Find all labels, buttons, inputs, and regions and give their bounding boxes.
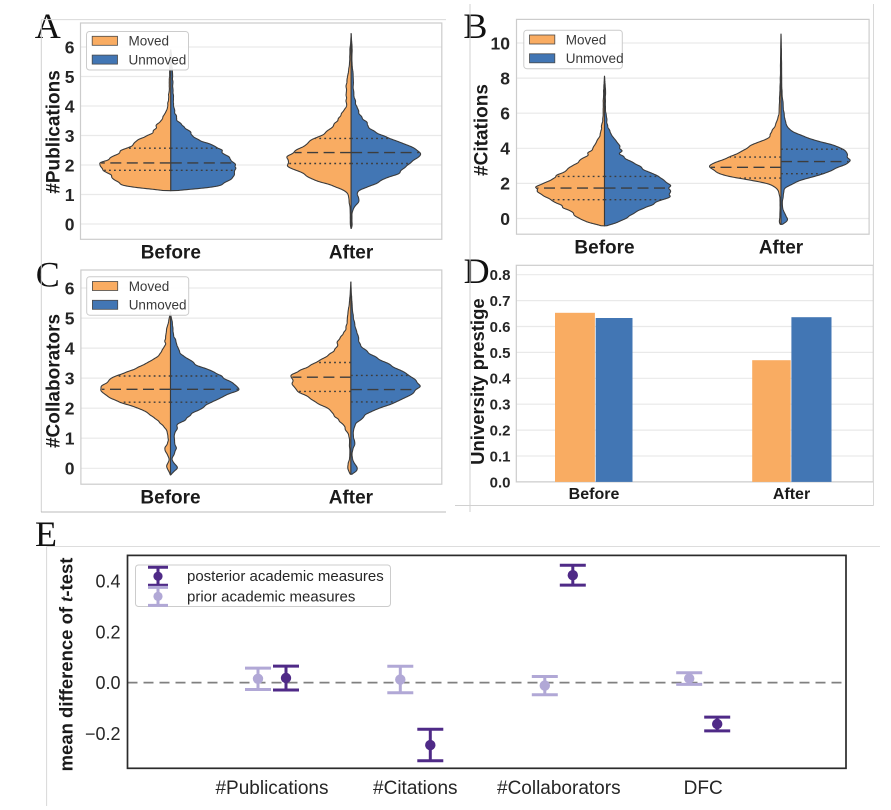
svg-text:6: 6	[65, 278, 75, 298]
svg-text:6: 6	[500, 104, 510, 124]
svg-text:0.8: 0.8	[490, 267, 511, 284]
svg-text:posterior academic measures: posterior academic measures	[187, 568, 384, 585]
svg-text:4: 4	[65, 96, 75, 116]
svg-text:C: C	[36, 254, 60, 294]
svg-text:Unmoved: Unmoved	[566, 51, 624, 66]
svg-text:1: 1	[65, 429, 75, 449]
svg-text:#Collaborators: #Collaborators	[43, 314, 64, 448]
svg-text:5: 5	[65, 67, 75, 87]
svg-text:6: 6	[65, 37, 75, 57]
svg-text:−0.2: −0.2	[85, 724, 121, 744]
svg-text:Before: Before	[574, 238, 634, 259]
svg-text:3: 3	[65, 368, 75, 388]
svg-text:0.5: 0.5	[490, 345, 511, 362]
svg-text:A: A	[35, 6, 61, 46]
svg-text:0.7: 0.7	[490, 293, 511, 310]
svg-text:8: 8	[500, 68, 510, 88]
svg-text:0.6: 0.6	[490, 319, 511, 336]
svg-text:#Collaborators: #Collaborators	[497, 778, 621, 799]
svg-text:After: After	[329, 488, 374, 509]
svg-text:1: 1	[65, 185, 75, 205]
svg-text:0.4: 0.4	[95, 572, 120, 592]
svg-text:After: After	[329, 243, 374, 264]
svg-text:Moved: Moved	[129, 279, 170, 294]
svg-text:0.3: 0.3	[490, 397, 511, 414]
svg-text:5: 5	[65, 308, 75, 328]
svg-text:After: After	[759, 238, 804, 259]
svg-text:Moved: Moved	[566, 32, 607, 47]
svg-text:Before: Before	[141, 243, 201, 264]
svg-text:0.2: 0.2	[490, 423, 511, 440]
svg-text:#Citations: #Citations	[373, 778, 458, 799]
svg-text:0.0: 0.0	[95, 673, 120, 693]
svg-text:0: 0	[500, 209, 510, 229]
svg-text:Before: Before	[140, 488, 200, 509]
svg-text:After: After	[773, 486, 810, 503]
svg-text:Unmoved: Unmoved	[129, 298, 187, 313]
svg-text:0.2: 0.2	[95, 622, 120, 642]
svg-text:0.1: 0.1	[490, 448, 511, 465]
svg-text:DFC: DFC	[684, 778, 723, 799]
svg-text:Unmoved: Unmoved	[129, 52, 187, 67]
svg-text:0.4: 0.4	[490, 371, 512, 388]
svg-text:4: 4	[65, 338, 75, 358]
svg-text:2: 2	[65, 155, 75, 175]
svg-text:2: 2	[65, 399, 75, 419]
svg-text:University prestige: University prestige	[467, 298, 488, 465]
svg-text:2: 2	[500, 174, 510, 194]
svg-text:D: D	[464, 251, 490, 291]
svg-text:4: 4	[500, 139, 510, 159]
svg-text:#Publications: #Publications	[43, 70, 64, 194]
svg-text:#Publications: #Publications	[215, 778, 328, 799]
svg-text:mean difference of t-test: mean difference of t-test	[55, 558, 77, 772]
svg-text:#Citations: #Citations	[472, 84, 493, 176]
svg-text:B: B	[463, 6, 487, 46]
svg-text:Before: Before	[569, 486, 620, 503]
svg-text:0: 0	[65, 459, 75, 479]
svg-text:Moved: Moved	[129, 34, 170, 49]
svg-text:E: E	[35, 514, 57, 554]
svg-text:prior academic measures: prior academic measures	[187, 588, 355, 605]
svg-text:0.0: 0.0	[490, 474, 511, 491]
svg-text:0: 0	[65, 214, 75, 234]
svg-text:10: 10	[491, 33, 511, 53]
svg-text:3: 3	[65, 126, 75, 146]
